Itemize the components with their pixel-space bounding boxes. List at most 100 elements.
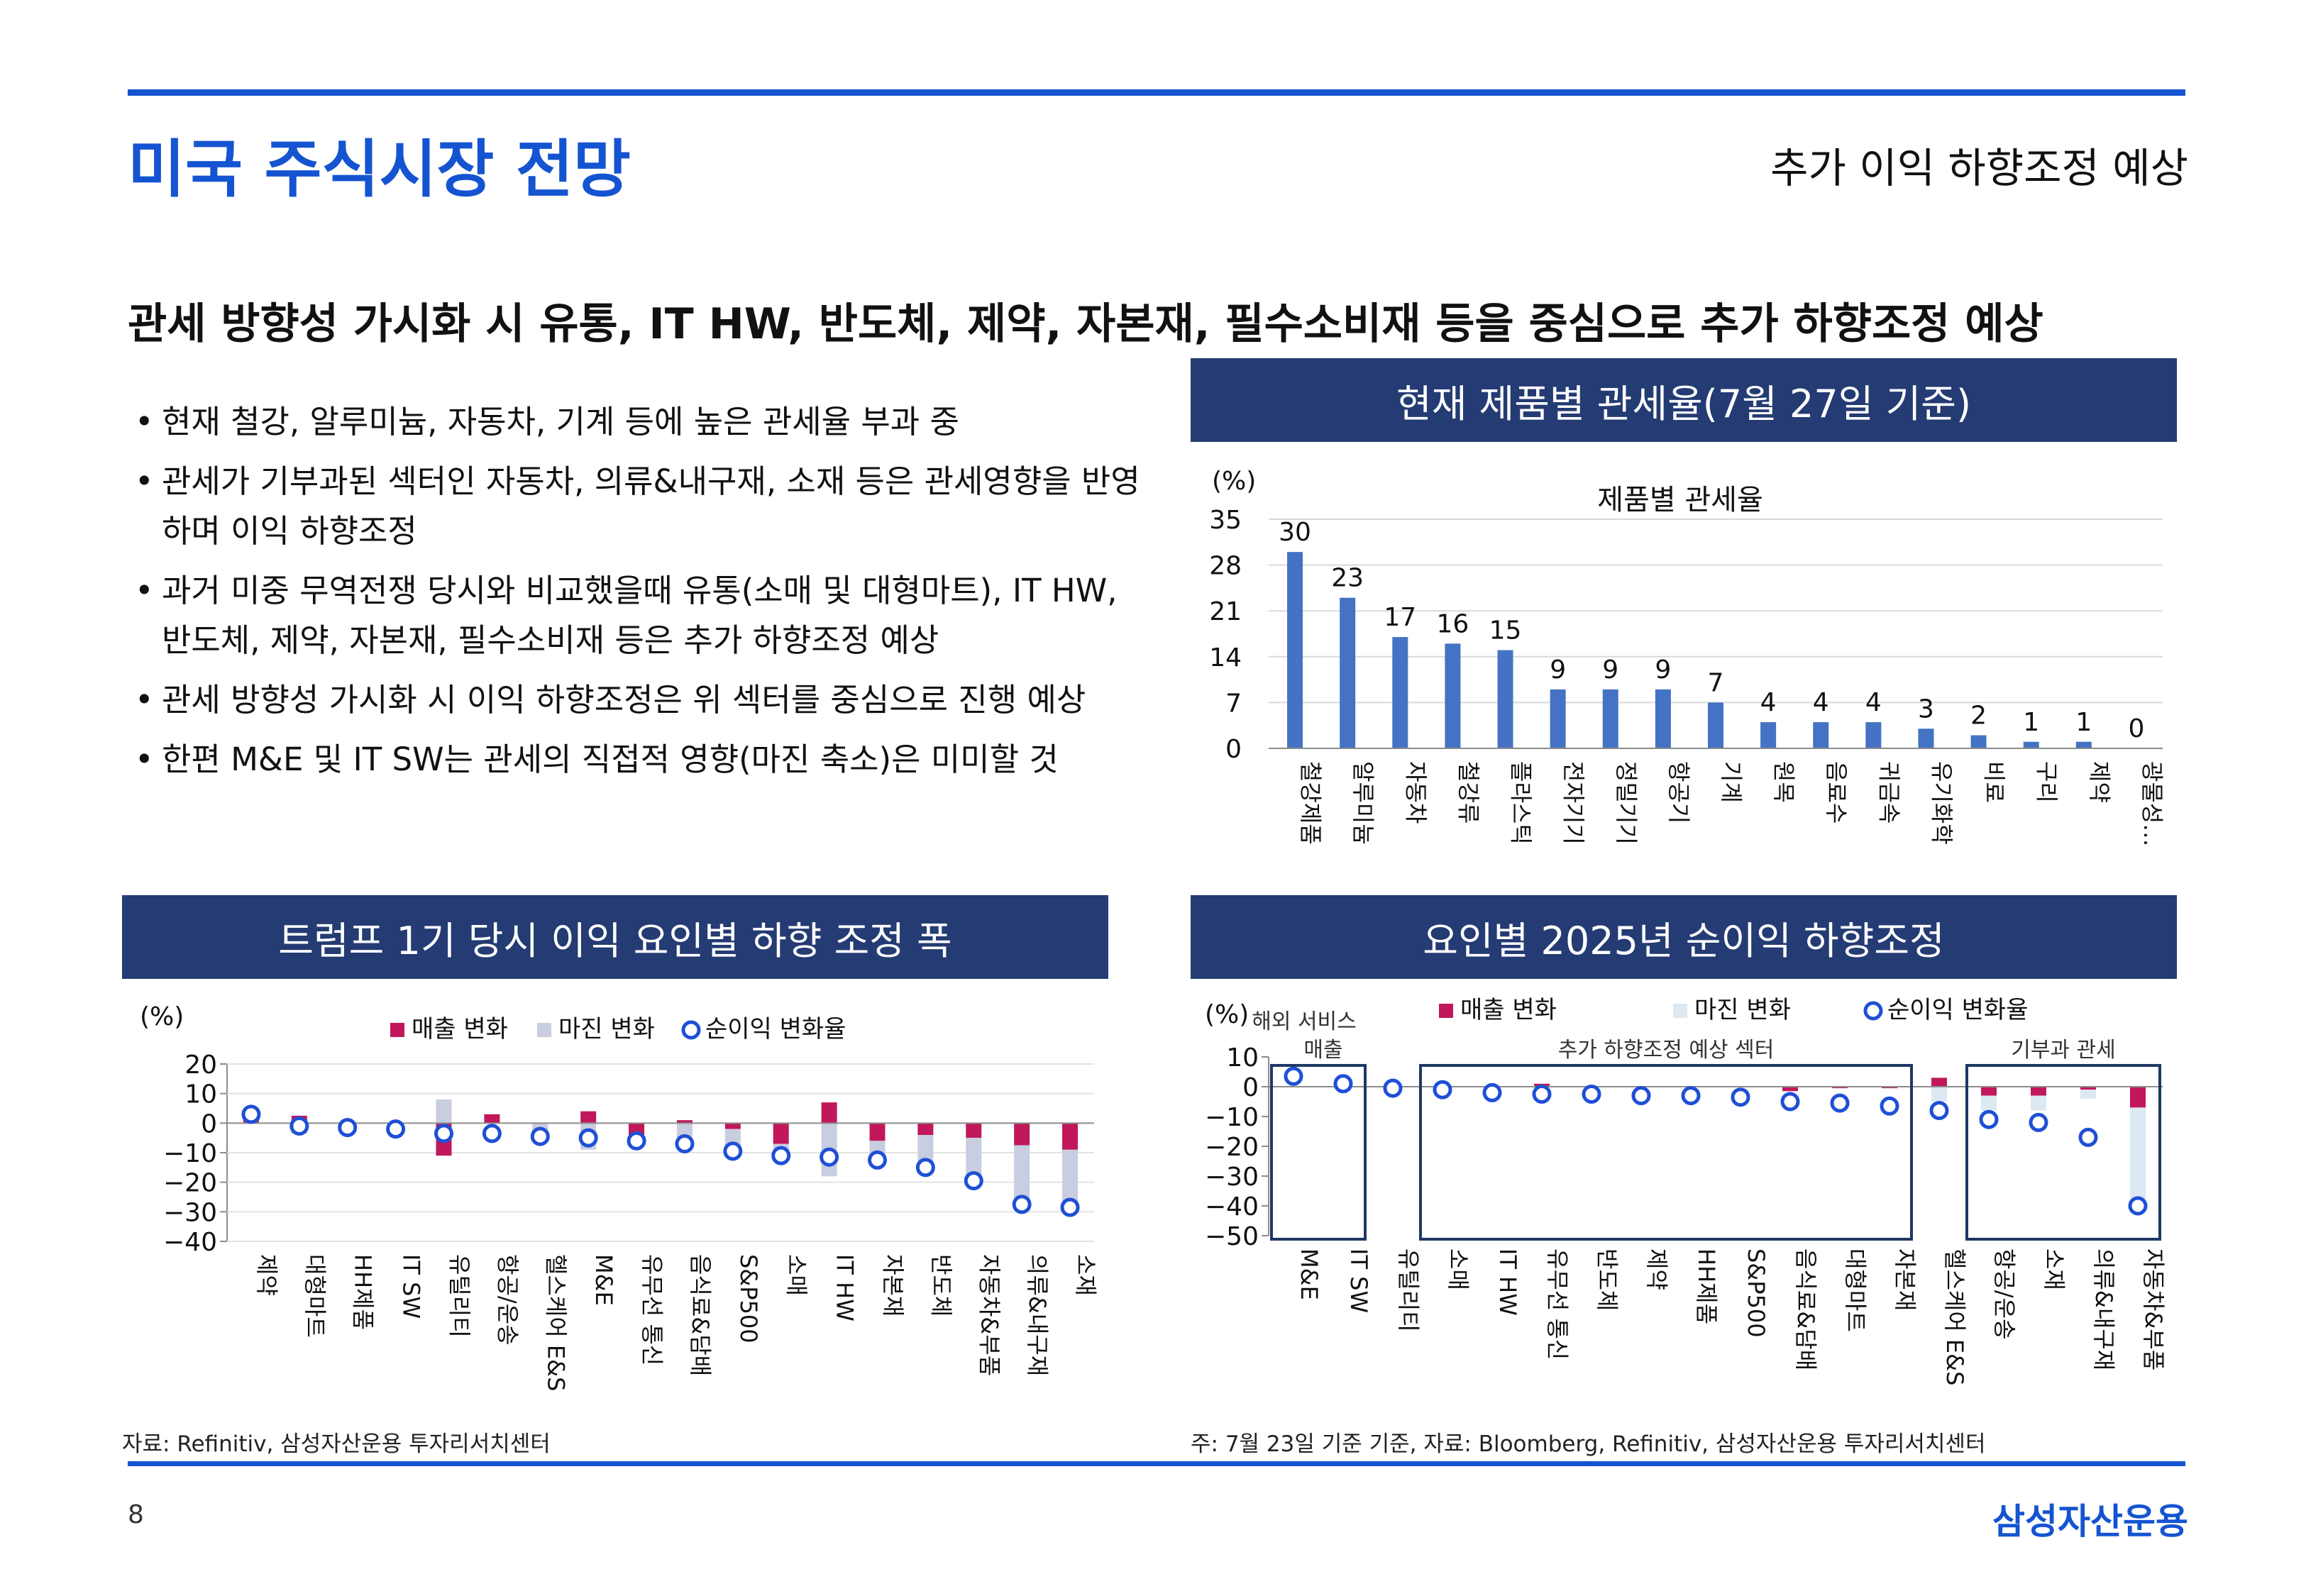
category-label: 음식료&담배: [687, 1254, 714, 1376]
net-income-marker: [1482, 1082, 1502, 1102]
category-label: IT HW: [1494, 1248, 1521, 1316]
group-label: 기부과 관세: [2011, 1038, 2116, 1063]
value-label: 4: [1865, 688, 1882, 717]
legend-swatch: [537, 1023, 551, 1037]
category-label: 제약: [253, 1254, 280, 1296]
samsung-asset-logo: 삼성자산운용: [1992, 1501, 2188, 1542]
value-label: 1: [2023, 708, 2039, 737]
category-label: 기계: [1718, 761, 1745, 803]
margin-bar: [2031, 1095, 2046, 1111]
net-income-marker: [1582, 1085, 1601, 1104]
y-tick-label: 35: [1209, 506, 1242, 535]
margin-bar: [1981, 1095, 1997, 1111]
net-income-marker: [1731, 1087, 1750, 1107]
bullet-item: 관세 방향성 가시화 시 이익 하향조정은 위 섹터를 중심으로 진행 예상: [135, 675, 1157, 725]
bullet-item: 한편 M&E 및 IT SW는 관세의 직접적 영향(마진 축소)은 미미할 것: [135, 735, 1157, 785]
source-note-right: 주: 7월 23일 기준 기준, 자료: Bloomberg, Refiniti…: [1191, 1431, 1986, 1457]
tariff-bar: [1340, 597, 1356, 748]
category-label: IT SW: [1345, 1248, 1372, 1313]
net-income-marker: [1012, 1195, 1032, 1214]
category-label: IT HW: [832, 1254, 859, 1321]
sales-bar: [917, 1123, 934, 1135]
sales-bar: [724, 1123, 741, 1129]
y-tick-label: −50: [1205, 1222, 1259, 1251]
sales-bar: [773, 1123, 789, 1144]
value-label: 0: [2128, 714, 2144, 743]
net-income-marker: [675, 1134, 695, 1153]
category-label: 소매: [1445, 1248, 1472, 1290]
net-income-marker: [1631, 1086, 1651, 1106]
legend-swatch: [1439, 1004, 1453, 1018]
sales-bar: [1782, 1087, 1798, 1092]
category-label: 유무선 통신: [639, 1254, 666, 1365]
net-income-marker: [578, 1128, 598, 1148]
page-subtitle: 추가 이익 하향조정 예상: [1770, 144, 2188, 192]
category-label: 음식료&담배: [1792, 1248, 1819, 1370]
tariff-bar: [1392, 637, 1408, 748]
margin-bar: [436, 1099, 452, 1124]
sales-bar: [2031, 1087, 2046, 1096]
tariff-bar: [2023, 741, 2039, 748]
net-income-marker: [964, 1171, 983, 1191]
value-label: 15: [1489, 616, 1522, 645]
group-label: 해외 서비스: [1252, 1009, 1357, 1034]
category-label: 의류&내구재: [2090, 1248, 2117, 1370]
value-label: 2: [1970, 702, 1987, 731]
sales-bar: [1931, 1077, 1947, 1087]
value-label: 7: [1708, 668, 1724, 697]
value-label: 9: [1602, 655, 1618, 685]
y-tick-label: 0: [201, 1109, 217, 1138]
value-label: 1: [2075, 708, 2092, 737]
legend-swatch: [1863, 1001, 1883, 1021]
category-label: 유무선 통신: [1544, 1248, 1571, 1360]
value-label: 23: [1331, 564, 1364, 593]
category-label: 헬스케어 E&S: [1941, 1248, 1968, 1385]
headline: 관세 방향성 가시화 시 유통, IT HW, 반도체, 제약, 자본재, 필수…: [128, 299, 2043, 349]
margin-bar: [917, 1135, 934, 1165]
sales-bar: [1832, 1087, 1848, 1089]
category-label: 의류&내구재: [1024, 1254, 1051, 1376]
bullet-item: 관세가 기부과된 섹터인 자동차, 의류&내구재, 소재 등은 관세영향을 반영…: [135, 457, 1157, 556]
category-label: 대형마트: [1842, 1248, 1869, 1332]
top-rule: [128, 89, 2185, 96]
legend-swatch: [681, 1020, 701, 1040]
value-label: 16: [1437, 609, 1469, 638]
net-income-marker: [530, 1126, 550, 1146]
category-label: 정밀기기: [1613, 761, 1640, 845]
sales-bar: [676, 1120, 693, 1124]
margin-bar: [2080, 1090, 2096, 1099]
sales-bar: [629, 1123, 645, 1135]
category-label: M&E: [590, 1254, 617, 1306]
tariff-bar: [1445, 643, 1461, 748]
category-label: 광물성…: [2139, 761, 2166, 846]
tariff-bar: [1813, 722, 1829, 748]
net-income-marker: [2128, 1196, 2148, 1216]
sales-bar: [821, 1102, 837, 1124]
category-label: HH제품: [1693, 1248, 1720, 1324]
tariff-bar: [1287, 552, 1303, 748]
tariff-panel-header: 현재 제품별 관세율(7월 27일 기준): [1191, 358, 2177, 442]
net-income-marker: [1383, 1078, 1403, 1098]
tariff-bar: [1760, 722, 1777, 748]
net-income-marker: [482, 1124, 502, 1143]
y-tick-label: −30: [163, 1198, 217, 1227]
net-income-marker: [1681, 1086, 1701, 1106]
category-label: 자동차&부품: [976, 1254, 1003, 1376]
category-label: S&P500: [735, 1254, 762, 1343]
legend-label: 마진 변화: [558, 1015, 655, 1043]
category-label: 자본재: [880, 1254, 907, 1317]
category-label: IT SW: [398, 1254, 425, 1319]
net-income-marker: [1060, 1197, 1080, 1217]
group-label: 추가 하향조정 예상 섹터: [1558, 1038, 1775, 1063]
net-income-marker: [915, 1158, 935, 1177]
sales-bar: [1014, 1123, 1030, 1146]
source-note-left: 자료: Refinitiv, 삼성자산운용 투자리서치센터: [122, 1431, 551, 1457]
category-label: 대형마트: [302, 1254, 329, 1338]
net-income-marker: [1929, 1101, 1949, 1121]
category-label: 항공/운송: [494, 1254, 521, 1346]
bullet-list: 현재 철강, 알루미늄, 자동차, 기계 등에 높은 관세율 부과 중 관세가 …: [135, 397, 1157, 794]
category-label: 반도체: [1594, 1248, 1621, 1311]
category-label: 헬스케어 E&S: [542, 1254, 569, 1391]
